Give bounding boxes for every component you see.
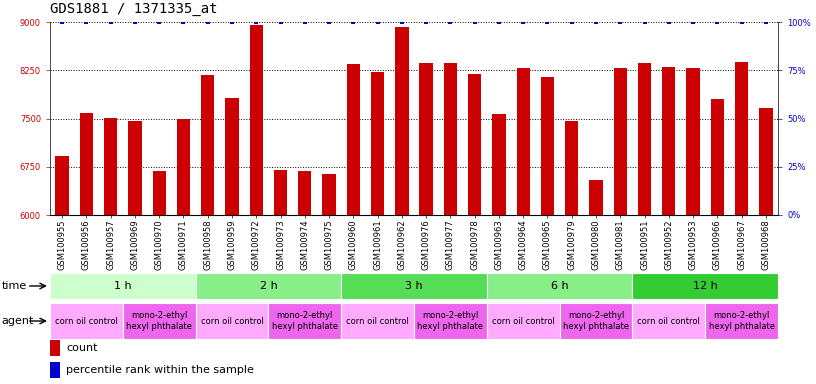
Bar [274,170,287,384]
Point [541,19,554,25]
Bar [347,64,360,384]
Text: 3 h: 3 h [406,281,423,291]
Bar [419,63,432,384]
Point [711,19,724,25]
Bar [341,273,487,300]
Bar [614,68,627,384]
Point [250,19,263,25]
Point [55,19,69,25]
Text: corn oil control: corn oil control [55,316,118,326]
Point [322,19,335,25]
Bar [468,74,481,384]
Text: mono-2-ethyl
hexyl phthalate: mono-2-ethyl hexyl phthalate [418,311,483,331]
Text: 6 h: 6 h [551,281,569,291]
Bar [298,170,312,384]
Point [444,19,457,25]
Bar [341,303,414,339]
Bar [560,303,632,339]
Bar [487,273,632,300]
Bar [55,156,69,384]
Text: mono-2-ethyl
hexyl phthalate: mono-2-ethyl hexyl phthalate [708,311,774,331]
Point [177,19,190,25]
Point [468,19,481,25]
Point [492,19,505,25]
Bar [662,67,676,384]
Bar [80,113,93,384]
Bar [50,303,122,339]
Bar [268,303,341,339]
Bar [104,118,118,384]
Bar [50,362,60,378]
Point [274,19,287,25]
Point [760,19,773,25]
Bar [128,121,142,384]
Text: 2 h: 2 h [259,281,277,291]
Bar [196,273,341,300]
Text: corn oil control: corn oil control [201,316,264,326]
Point [735,19,748,25]
Point [371,19,384,25]
Point [419,19,432,25]
Point [225,19,238,25]
Point [638,19,651,25]
Point [347,19,360,25]
Point [686,19,699,25]
Bar [638,63,651,384]
Point [80,19,93,25]
Bar [541,77,554,384]
Text: corn oil control: corn oil control [637,316,700,326]
Bar [122,303,196,339]
Point [663,19,676,25]
Text: mono-2-ethyl
hexyl phthalate: mono-2-ethyl hexyl phthalate [272,311,338,331]
Bar [735,62,748,384]
Text: percentile rank within the sample: percentile rank within the sample [66,365,254,375]
Text: agent: agent [2,316,34,326]
Bar [225,98,238,384]
Text: count: count [66,343,98,353]
Bar [444,63,457,384]
Bar [565,121,579,384]
Bar [153,171,166,384]
Bar [632,303,705,339]
Bar [322,174,335,384]
Point [202,19,215,25]
Bar [395,26,409,384]
Bar [686,68,700,384]
Text: corn oil control: corn oil control [346,316,409,326]
Bar [492,114,506,384]
Bar [414,303,487,339]
Bar [632,273,778,300]
Bar [371,72,384,384]
Text: mono-2-ethyl
hexyl phthalate: mono-2-ethyl hexyl phthalate [563,311,629,331]
Point [589,19,602,25]
Point [299,19,312,25]
Text: corn oil control: corn oil control [492,316,555,326]
Text: time: time [2,281,27,291]
Bar [759,108,773,384]
Point [104,19,118,25]
Point [395,19,408,25]
Bar [50,273,196,300]
Bar [250,25,263,384]
Bar [50,340,60,356]
Point [153,19,166,25]
Text: 1 h: 1 h [114,281,131,291]
Bar [711,99,724,384]
Bar [705,303,778,339]
Bar [196,303,268,339]
Bar [201,75,215,384]
Point [128,19,141,25]
Bar [487,303,560,339]
Point [614,19,627,25]
Bar [589,180,603,384]
Point [517,19,530,25]
Bar [177,119,190,384]
Point [565,19,579,25]
Text: GDS1881 / 1371335_at: GDS1881 / 1371335_at [50,2,218,16]
Text: mono-2-ethyl
hexyl phthalate: mono-2-ethyl hexyl phthalate [126,311,193,331]
Text: 12 h: 12 h [693,281,717,291]
Bar [517,68,530,384]
